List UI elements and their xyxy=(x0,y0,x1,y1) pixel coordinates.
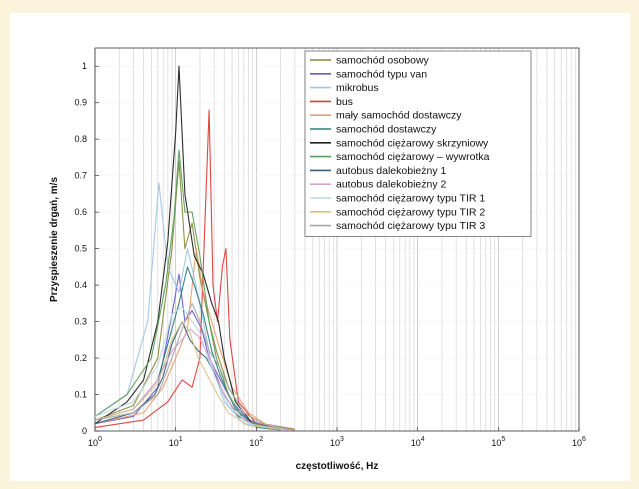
grid xyxy=(94,48,579,432)
y-tick-label: 0.4 xyxy=(74,280,87,290)
y-tick-label: 0.1 xyxy=(74,390,87,400)
x-axis-title: częstotliwość, Hz xyxy=(296,461,379,472)
y-tick-label: 0.9 xyxy=(74,98,87,108)
legend-label: samochód osobowy xyxy=(336,55,430,67)
legend-label: samochód typu van xyxy=(336,68,427,80)
y-tick-label: 1 xyxy=(82,61,87,71)
y-tick-label: 0 xyxy=(82,426,87,436)
series-line-3 xyxy=(94,182,271,430)
y-tick-label: 0.5 xyxy=(74,244,87,254)
y-tick-label: 0.2 xyxy=(74,353,87,363)
legend-label: samochód dostawczy xyxy=(336,124,437,136)
legend-label: samochód ciężarowy typu TIR 1 xyxy=(336,193,485,205)
legend-label: mały samochód dostawczy xyxy=(336,110,462,122)
x-tick-label: 102 xyxy=(249,436,263,448)
x-tick-label: 101 xyxy=(169,436,183,448)
x-tick-label: 100 xyxy=(88,436,102,448)
chart-panel: 100 101 102 103 104 105 106 0 0.1 0.2 0.3 0.4 0.5 0.6… xyxy=(10,13,630,481)
y-axis-title: Przyspieszenie drgań, m/s xyxy=(49,177,60,302)
x-tick-label: 106 xyxy=(572,436,586,448)
y-tick-label: 0.7 xyxy=(74,171,87,181)
y-tick-label: 0.8 xyxy=(74,134,87,144)
legend-label: autobus dalekobieżny 1 xyxy=(336,165,446,177)
series-line-1 xyxy=(94,160,295,430)
tick-labels: 100 101 102 103 104 105 106 0 0.1 0.2 0.3 0.4 0.5 0.6… xyxy=(74,61,586,448)
legend-label: samochód ciężarowy typu TIR 2 xyxy=(336,206,485,218)
series-line-2 xyxy=(94,273,295,431)
legend-label: samochód ciężarowy typu TIR 3 xyxy=(336,220,485,232)
legend-label: autobus dalekobieżny 2 xyxy=(336,179,446,191)
series-line-10 xyxy=(94,328,289,431)
series-line-5 xyxy=(94,248,295,431)
y-tick-label: 0.3 xyxy=(74,317,87,327)
legend-label: bus xyxy=(336,96,353,108)
series-line-7 xyxy=(94,65,281,430)
legend-label: mikrobus xyxy=(336,82,379,94)
chart: 100 101 102 103 104 105 106 0 0.1 0.2 0.3 0.4 0.5 0.6… xyxy=(49,47,586,472)
series-layer xyxy=(94,65,295,431)
legend-label: samochód ciężarowy skrzyniowy xyxy=(336,137,489,149)
series-line-8 xyxy=(94,149,271,429)
x-tick-label: 103 xyxy=(330,436,344,448)
x-tick-label: 104 xyxy=(411,436,425,448)
y-tick-label: 0.6 xyxy=(74,207,87,217)
legend-box xyxy=(304,50,532,237)
series-line-12 xyxy=(94,321,281,431)
series-line-11 xyxy=(94,306,281,430)
x-tick-label: 105 xyxy=(491,436,505,448)
series-line-4 xyxy=(94,109,281,430)
legend-label: samochód ciężarowy – wywrotka xyxy=(336,151,490,163)
series-line-13 xyxy=(94,302,289,430)
